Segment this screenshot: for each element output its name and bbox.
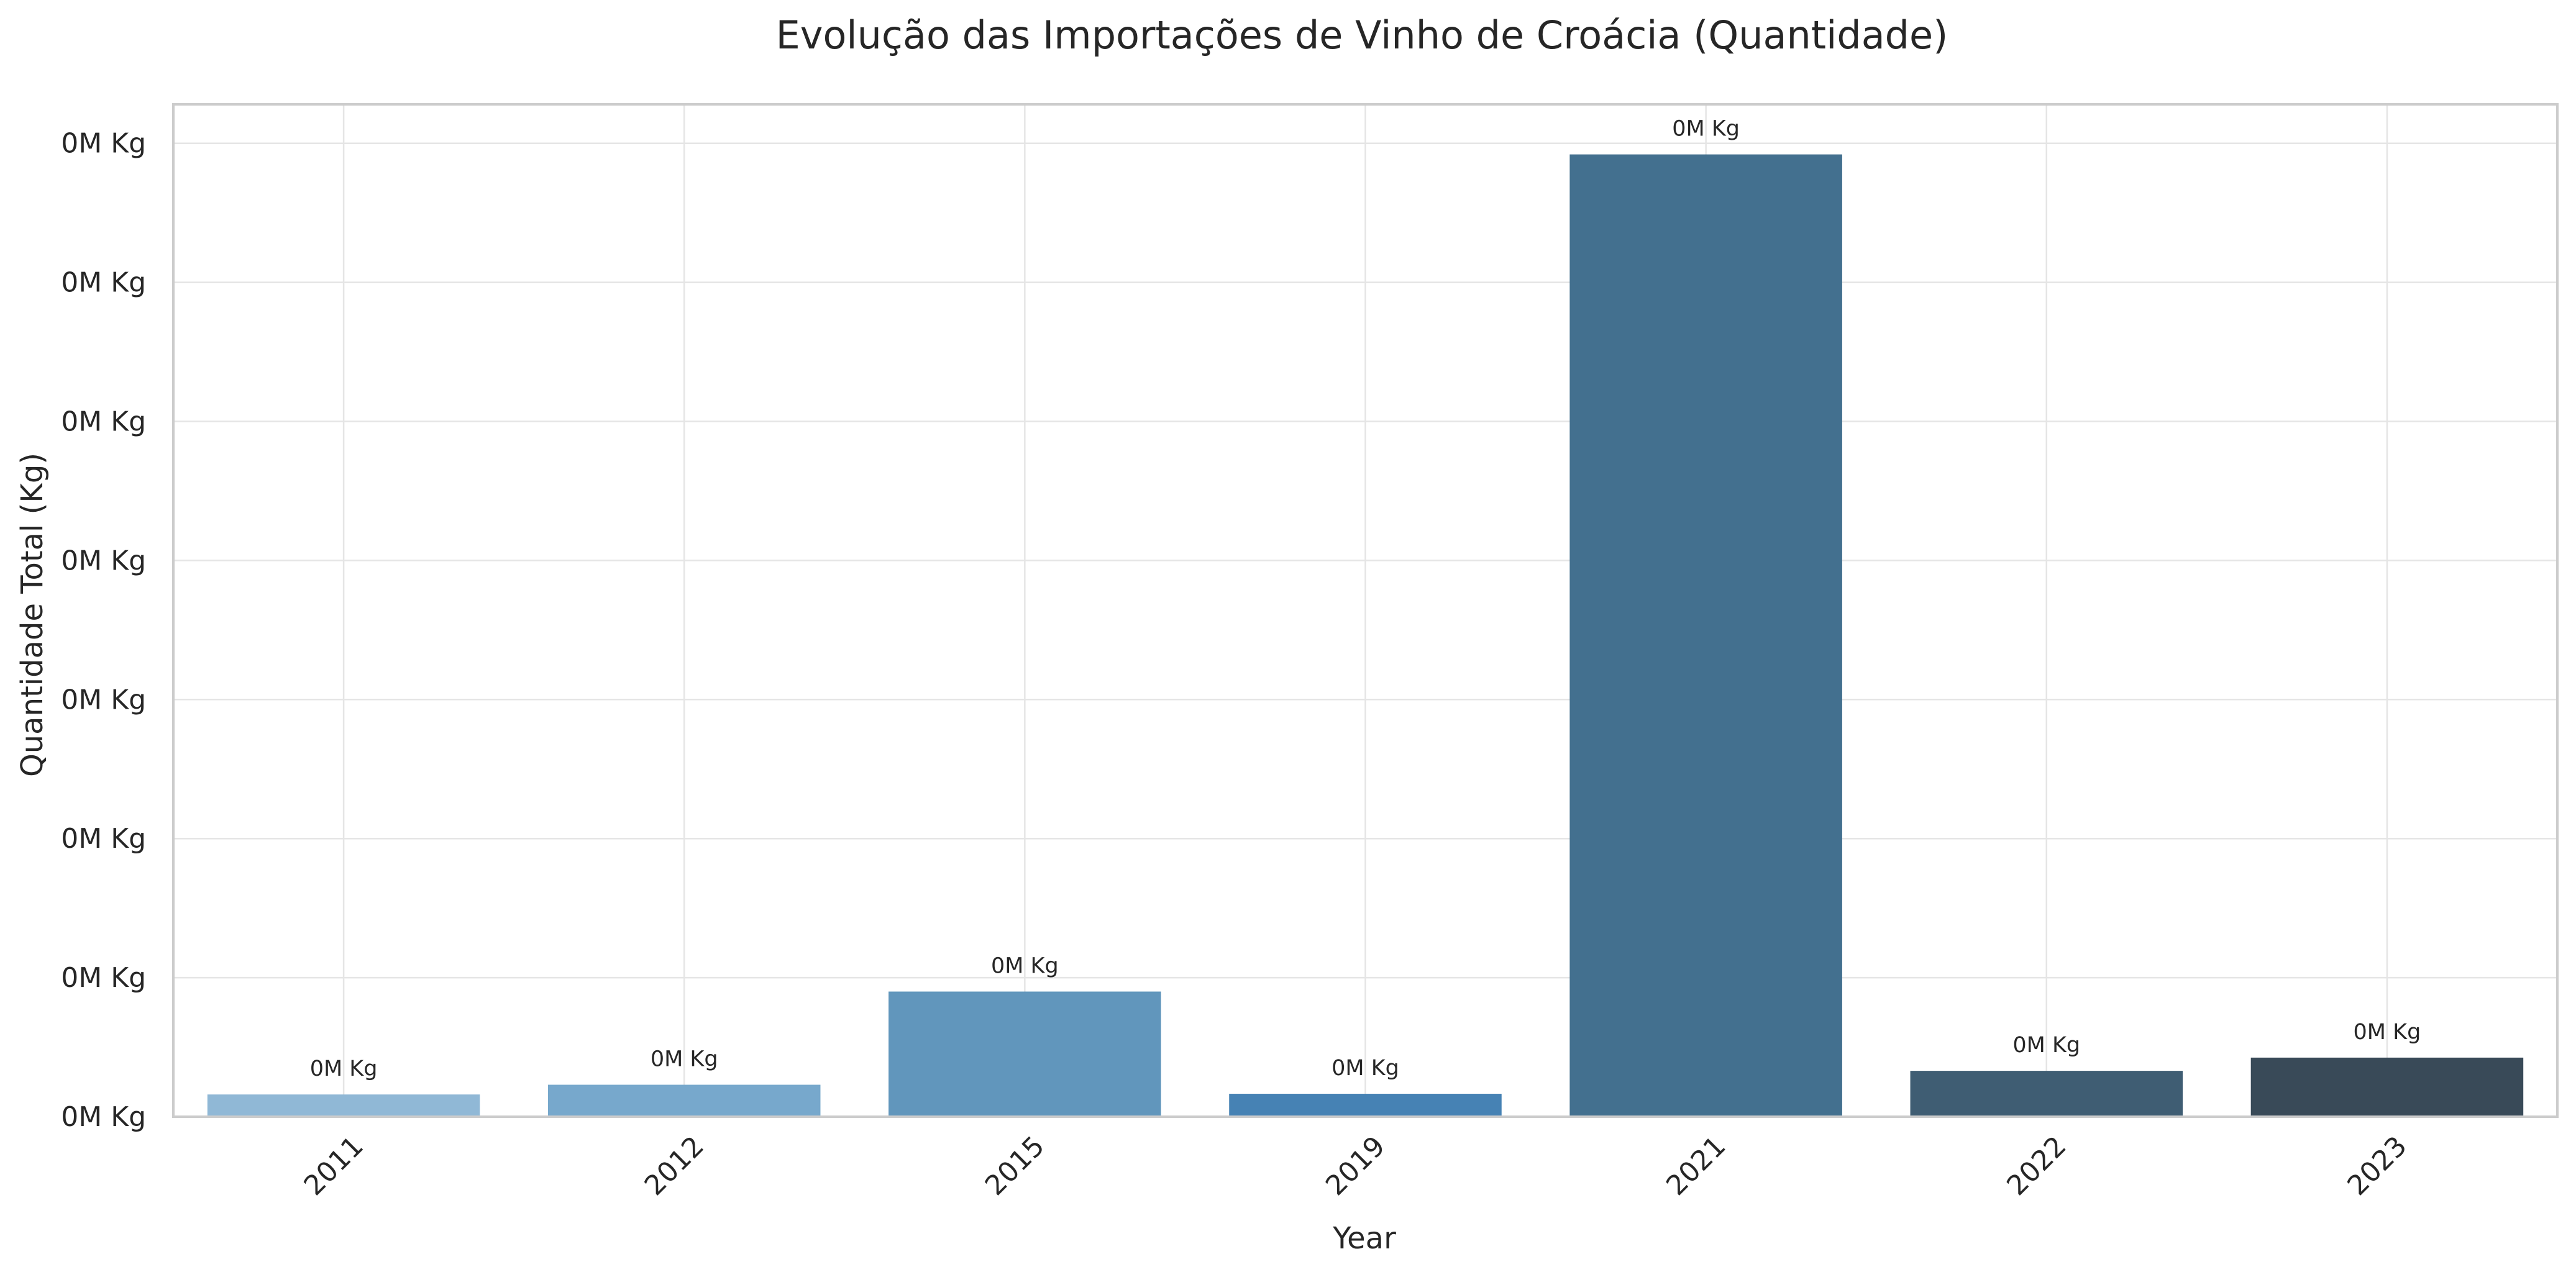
bar-2011: [207, 1094, 480, 1117]
grid-lines: [173, 104, 2557, 1118]
data-labels: 0M Kg 0M Kg 0M Kg 0M Kg 0M Kg 0M Kg 0M Kg: [310, 117, 2421, 1082]
bar-2022: [1910, 1071, 2183, 1117]
data-label-2015: 0M Kg: [991, 953, 1059, 978]
bar-2015: [888, 991, 1161, 1117]
bar-2019: [1229, 1094, 1502, 1117]
y-axis-ticks: 0M Kg 0M Kg 0M Kg 0M Kg 0M Kg 0M Kg 0M Kg 0M Kg: [61, 128, 146, 1133]
x-axis-label: Year: [1332, 1221, 1396, 1256]
data-label-2022: 0M Kg: [2012, 1033, 2080, 1058]
x-tick-label-2021: 2021: [1660, 1130, 1732, 1202]
chart-title: Evolução das Importações de Vinho de Cro…: [776, 12, 1948, 58]
y-tick-label: 0M Kg: [61, 128, 146, 160]
x-tick-label-2019: 2019: [1320, 1130, 1391, 1202]
data-label-2021: 0M Kg: [1672, 117, 1740, 142]
bars: [207, 154, 2524, 1117]
y-tick-label: 0M Kg: [61, 823, 146, 855]
plot-frame: [172, 103, 2559, 1118]
x-tick-label-2023: 2023: [2341, 1130, 2413, 1202]
data-label-2019: 0M Kg: [1331, 1056, 1399, 1081]
y-tick-label: 0M Kg: [61, 1101, 146, 1133]
data-label-2011: 0M Kg: [310, 1056, 378, 1081]
data-label-2012: 0M Kg: [651, 1047, 718, 1072]
y-tick-label: 0M Kg: [61, 545, 146, 576]
bar-2021: [1569, 154, 1842, 1117]
x-tick-label-2022: 2022: [2001, 1130, 2072, 1202]
y-tick-label: 0M Kg: [61, 962, 146, 994]
x-tick-label-2015: 2015: [979, 1130, 1051, 1202]
x-axis-ticks: 2011 2012 2015 2019 2021 2022 2023: [298, 1130, 2413, 1202]
y-tick-label: 0M Kg: [61, 267, 146, 299]
x-tick-label-2012: 2012: [639, 1130, 710, 1202]
y-tick-label: 0M Kg: [61, 684, 146, 716]
y-tick-label: 0M Kg: [61, 406, 146, 437]
data-label-2023: 0M Kg: [2354, 1020, 2421, 1045]
y-axis-label: Quantidade Total (Kg): [15, 453, 50, 777]
bar-2012: [547, 1084, 821, 1117]
x-tick-label-2011: 2011: [298, 1130, 370, 1202]
bar-2023: [2250, 1057, 2524, 1117]
